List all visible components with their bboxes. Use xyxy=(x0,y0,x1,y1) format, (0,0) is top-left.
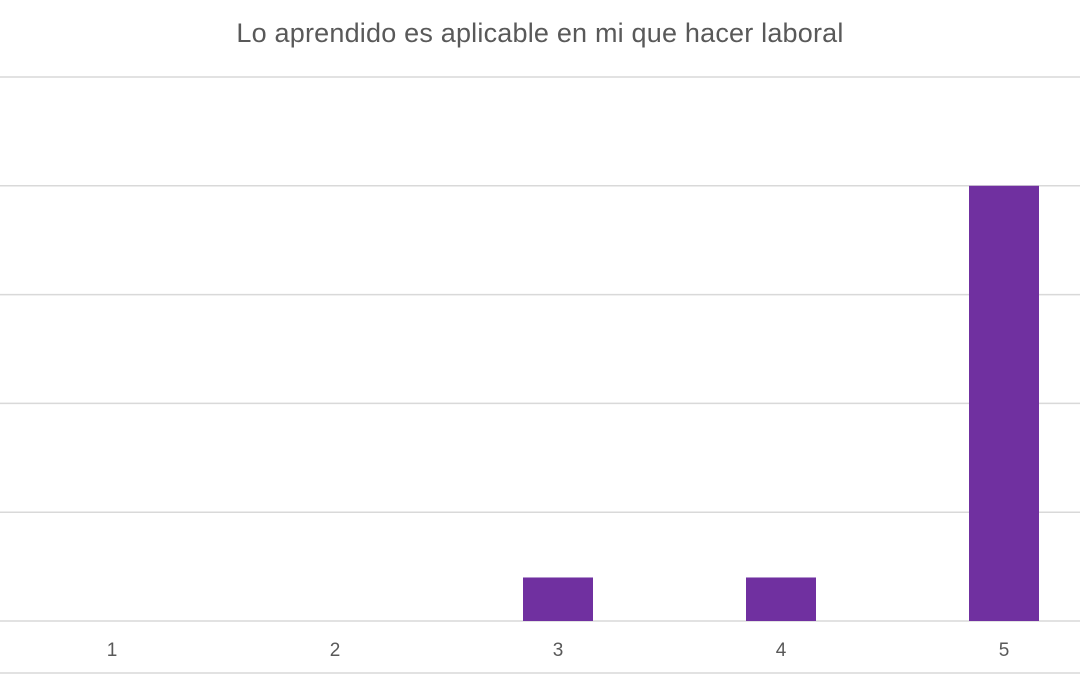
x-tick-label-5: 5 xyxy=(999,640,1010,661)
x-tick-label-1: 1 xyxy=(107,640,118,661)
chart-title: Lo aprendido es aplicable en mi que hace… xyxy=(236,18,844,48)
x-tick-label-4: 4 xyxy=(776,640,787,661)
x-tick-labels: 1 2 3 4 5 xyxy=(107,640,1010,661)
bars xyxy=(523,185,1039,622)
gridlines xyxy=(0,76,1080,674)
x-tick-label-2: 2 xyxy=(330,640,341,661)
bar-5 xyxy=(969,185,1039,622)
bar-4 xyxy=(746,577,816,621)
bar-3 xyxy=(523,577,593,621)
x-tick-label-3: 3 xyxy=(553,640,564,661)
